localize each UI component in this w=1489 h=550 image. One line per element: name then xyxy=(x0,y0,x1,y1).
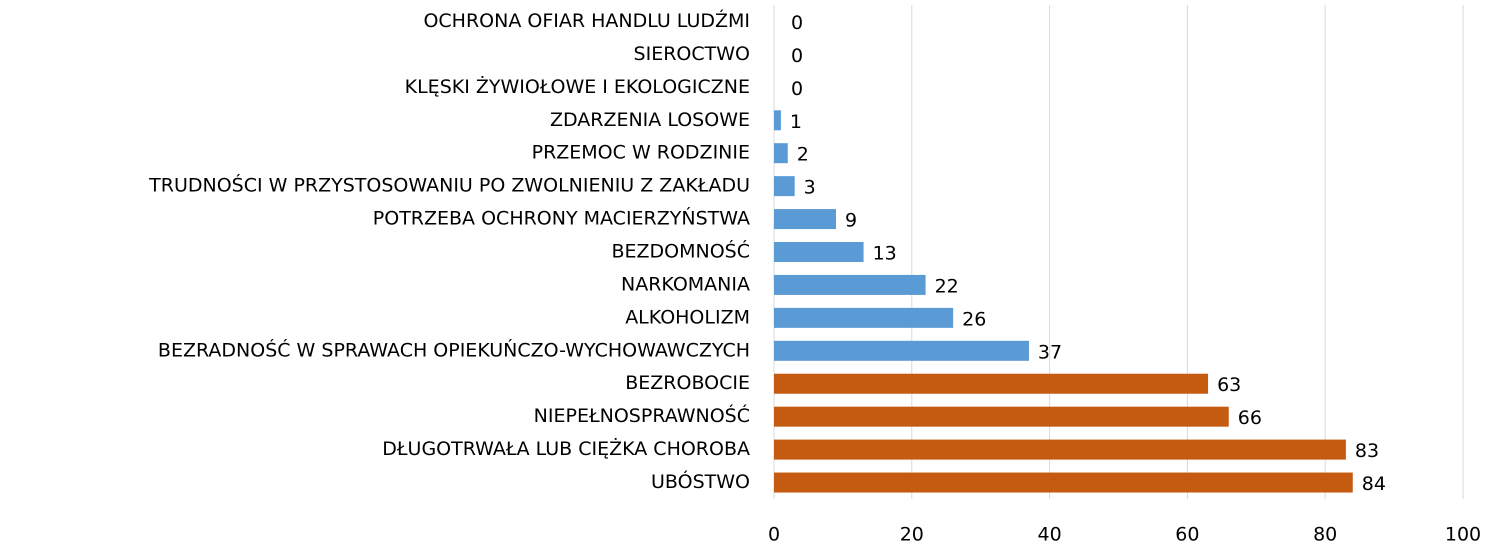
value-label: 22 xyxy=(935,275,959,297)
value-label: 0 xyxy=(791,45,803,67)
bar xyxy=(774,242,864,262)
y-tick-label: POTRZEBA OCHRONY MACIERZYŃSTWA xyxy=(373,207,750,230)
value-label: 2 xyxy=(797,144,809,166)
value-label: 13 xyxy=(873,243,897,265)
bar xyxy=(774,143,788,164)
x-tick-label: 40 xyxy=(1038,524,1062,546)
bar xyxy=(774,439,1346,460)
bar xyxy=(774,340,1029,361)
bar xyxy=(774,176,795,197)
x-tick-label: 100 xyxy=(1445,524,1481,546)
value-label: 0 xyxy=(791,12,803,34)
value-label: 3 xyxy=(804,177,816,199)
y-tick-label: NIEPEŁNOSPRAWNOŚĆ xyxy=(534,403,750,427)
bar xyxy=(774,307,954,328)
y-tick-label: SIEROCTWO xyxy=(634,43,750,65)
bar xyxy=(774,472,1353,493)
value-label: 66 xyxy=(1238,407,1262,429)
value-label: 9 xyxy=(845,210,857,232)
bar xyxy=(774,406,1229,427)
bar xyxy=(774,209,837,230)
bar xyxy=(774,274,926,295)
y-tick-label: BEZROBOCIE xyxy=(625,372,750,394)
y-tick-label: BEZDOMNOŚĆ xyxy=(611,239,750,263)
value-label: 37 xyxy=(1038,341,1062,363)
bar xyxy=(774,373,1209,394)
value-label: 26 xyxy=(962,308,986,330)
y-tick-label: KLĘSKI ŻYWIOŁOWE I EKOLOGICZNE xyxy=(405,75,750,98)
x-tick-label: 0 xyxy=(768,524,780,546)
y-tick-label: DŁUGOTRWAŁA LUB CIĘŻKA CHOROBA xyxy=(382,437,750,460)
y-tick-label: PRZEMOC W RODZINIE xyxy=(532,142,750,164)
y-tick-label: UBÓSTWO xyxy=(651,469,750,493)
y-tick-label: TRUDNOŚCI W PRZYSTOSOWANIU PO ZWOLNIENIU… xyxy=(148,173,750,197)
x-tick-label: 20 xyxy=(900,524,924,546)
y-tick-label: BEZRADNOŚĆ W SPRAWACH OPIEKUŃCZO-WYCHOWA… xyxy=(158,337,750,361)
value-label: 1 xyxy=(790,111,802,133)
value-label: 63 xyxy=(1217,374,1241,396)
y-tick-label: NARKOMANIA xyxy=(621,273,750,295)
x-tick-label: 60 xyxy=(1175,524,1199,546)
y-tick-label: OCHRONA OFIAR HANDLU LUDŹMI xyxy=(423,9,750,32)
value-label: 83 xyxy=(1355,440,1379,462)
bar xyxy=(774,110,781,131)
y-tick-label: ALKOHOLIZM xyxy=(625,306,750,328)
value-label: 0 xyxy=(791,78,803,100)
y-tick-label: ZDARZENIA LOSOWE xyxy=(550,109,750,131)
value-label: 84 xyxy=(1362,473,1386,495)
x-tick-label: 80 xyxy=(1313,524,1337,546)
